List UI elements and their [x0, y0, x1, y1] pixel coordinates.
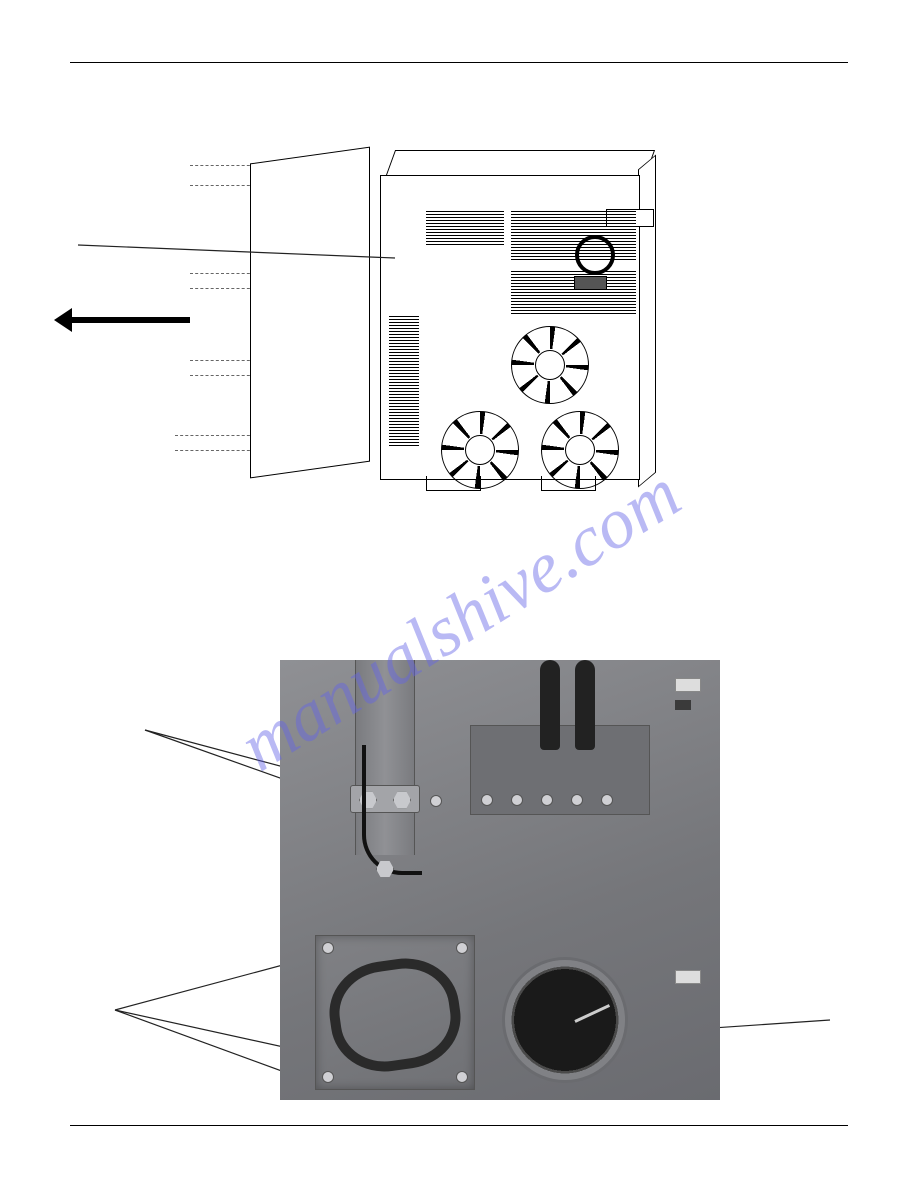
screw-icon	[322, 942, 334, 954]
screw-icon	[511, 794, 523, 806]
vent-grille	[426, 211, 504, 246]
label	[574, 276, 607, 290]
equipment-cabinet	[380, 150, 650, 510]
component	[675, 678, 701, 692]
screw-icon	[322, 1071, 334, 1083]
dash-leader	[190, 288, 255, 289]
figure-2	[280, 660, 720, 1100]
mounting-foot	[541, 476, 596, 491]
figure-1	[195, 150, 660, 520]
screw-icon	[481, 794, 493, 806]
screw-icon	[601, 794, 613, 806]
dash-leader	[190, 360, 255, 361]
dash-leader	[190, 273, 255, 274]
cabinet-side	[638, 154, 656, 487]
callout-circle	[575, 235, 615, 275]
component	[575, 660, 595, 750]
screw-icon	[430, 795, 442, 807]
cabinet-front	[380, 175, 640, 480]
mounting-foot	[426, 476, 481, 491]
side-panel	[250, 147, 370, 479]
screw-icon	[456, 942, 468, 954]
component	[675, 700, 691, 710]
screw-icon	[456, 1071, 468, 1083]
document-page: manualshive.com	[0, 0, 918, 1188]
dash-leader	[190, 185, 255, 186]
dash-leader	[175, 450, 255, 451]
cabinet-top	[385, 150, 655, 178]
dash-leader	[190, 375, 255, 376]
dash-leader	[190, 165, 255, 166]
removal-arrow-icon	[70, 317, 190, 323]
screw-icon	[571, 794, 583, 806]
cable	[362, 745, 422, 875]
vent-grille	[389, 316, 419, 446]
component	[675, 970, 701, 984]
top-rule	[70, 62, 848, 63]
component	[540, 660, 560, 750]
dash-leader	[175, 435, 255, 436]
vent-grille	[511, 211, 636, 261]
mounting-plate	[470, 725, 650, 815]
bottom-rule	[70, 1125, 848, 1126]
gauge-icon	[505, 960, 625, 1080]
fan-icon	[511, 326, 589, 404]
screw-icon	[541, 794, 553, 806]
